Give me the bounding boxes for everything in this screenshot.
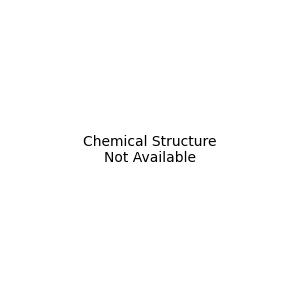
Text: Chemical Structure
Not Available: Chemical Structure Not Available: [83, 135, 217, 165]
